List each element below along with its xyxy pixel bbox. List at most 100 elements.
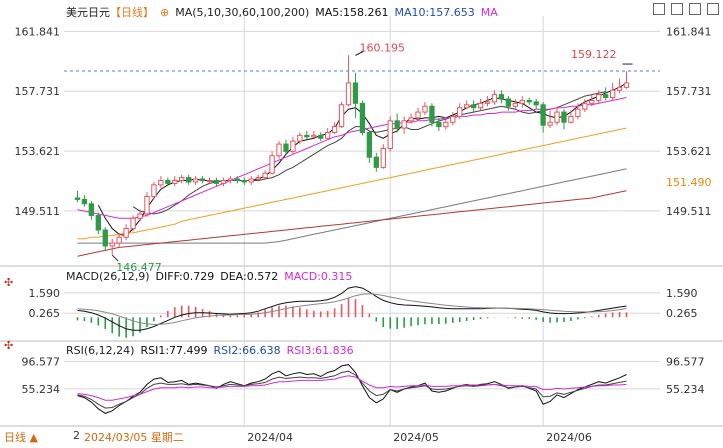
candle <box>609 82 616 101</box>
grid-icon[interactable] <box>689 3 701 15</box>
candle <box>603 87 609 101</box>
candle-body-up <box>116 236 122 244</box>
candle-body-down <box>102 229 108 247</box>
candle <box>290 136 296 155</box>
candle-body-down <box>366 131 373 158</box>
high-pointer <box>355 50 364 56</box>
candle-body-up <box>547 121 553 126</box>
candle-body-up <box>297 134 303 142</box>
candle <box>123 224 129 241</box>
candle <box>165 177 171 187</box>
layout-icon[interactable] <box>653 3 665 15</box>
candle <box>345 55 352 107</box>
main-header: 美元日元【日线】 ⊕ MA(5,10,30,60,100,200) MA5:158.2… <box>66 4 504 20</box>
macd-tick-right: 1.590 <box>666 287 698 300</box>
candle-body-up <box>616 86 623 91</box>
candle-body-down <box>359 102 366 133</box>
window-icon[interactable] <box>671 3 683 15</box>
candle-body-up <box>255 177 261 180</box>
candle <box>179 174 185 184</box>
candle <box>109 238 115 255</box>
candle <box>443 117 449 130</box>
price-tick-right: 153.621 <box>666 145 712 158</box>
macd-panel-icon: ✣ <box>4 339 13 352</box>
price-tick-left: 149.511 <box>15 205 61 218</box>
candle <box>283 139 289 155</box>
candle-body-up <box>192 178 199 183</box>
candle <box>269 151 275 175</box>
candle <box>158 176 164 188</box>
rsi-line-rsi3 <box>77 375 627 401</box>
period-selector[interactable]: 日线 ▲ <box>4 431 38 444</box>
candle-body-up <box>519 99 525 104</box>
price-tick-left: 157.731 <box>15 85 61 98</box>
price-tick-left: 161.841 <box>15 25 61 38</box>
candle-body-down <box>436 121 442 128</box>
candle <box>540 101 546 133</box>
candle-body-down <box>199 178 206 181</box>
candle <box>505 96 512 111</box>
toolbar <box>653 3 719 15</box>
settings-icon[interactable] <box>707 3 719 15</box>
candle <box>477 98 484 111</box>
candle-body-down <box>283 143 289 152</box>
candle-body-up <box>269 155 275 174</box>
candle-body-up <box>123 228 129 238</box>
last-annotation: 159.122 <box>571 48 617 61</box>
ma-line-ma30 <box>77 97 627 219</box>
candle <box>137 209 143 222</box>
candle-body-up <box>380 147 386 168</box>
candle-body-up <box>262 172 268 179</box>
candle <box>359 100 366 136</box>
candle <box>450 112 456 126</box>
candle <box>589 94 595 107</box>
macd-params-label: MACD(26,12,9) <box>66 270 150 283</box>
candle-body-up <box>345 82 352 106</box>
rsi-tick-right: 55.234 <box>666 383 705 396</box>
rsi-tick-left: 55.234 <box>22 383 61 396</box>
candle <box>582 98 588 113</box>
candle <box>519 96 525 108</box>
candle-body-up <box>401 120 407 129</box>
macd-tick-left: 0.265 <box>29 307 61 320</box>
candle-body-up <box>144 195 150 215</box>
candle <box>192 176 199 185</box>
candle-body-up <box>172 179 178 184</box>
candle <box>248 176 254 185</box>
candle <box>554 106 560 126</box>
zoom-icon[interactable]: ⊕ <box>160 6 170 19</box>
candle-body-up <box>220 179 227 184</box>
candle-body-up <box>151 184 157 197</box>
period-label[interactable]: 【日线】 <box>110 6 154 19</box>
candle-body-up <box>387 120 393 149</box>
ma-params-label: MA(5,10,30,60,100,200) <box>175 6 310 19</box>
candle-body-down <box>533 101 539 106</box>
low-annotation: 146.477 <box>116 261 162 274</box>
candle-body-down <box>186 177 192 183</box>
high-annotation: 160.195 <box>359 41 405 54</box>
ma-line-ma60 <box>77 127 627 240</box>
candle-body-up <box>568 115 574 123</box>
candle <box>130 215 136 232</box>
candle <box>422 101 428 115</box>
macd-legend: MACD:0.315 <box>284 270 353 283</box>
candle-body-up <box>582 102 588 110</box>
diff-legend: DIFF:0.729 <box>155 270 215 283</box>
candle <box>311 130 317 139</box>
candle-body-down <box>81 198 88 205</box>
price-tick-right: 149.511 <box>666 205 712 218</box>
rsi-line-rsi2 <box>77 370 627 409</box>
candle-body-down <box>603 94 609 99</box>
candle-body-down <box>498 94 505 100</box>
candle-body-down <box>505 98 512 107</box>
candle <box>262 170 268 180</box>
candle <box>436 117 442 131</box>
candle <box>415 107 421 121</box>
x-tick-label: 2024/04 <box>247 431 293 444</box>
candle <box>95 212 101 235</box>
candle <box>220 177 227 187</box>
candle-body-up <box>137 213 143 219</box>
candle-body-up <box>596 94 602 101</box>
ma-line-ma200 <box>77 190 627 257</box>
